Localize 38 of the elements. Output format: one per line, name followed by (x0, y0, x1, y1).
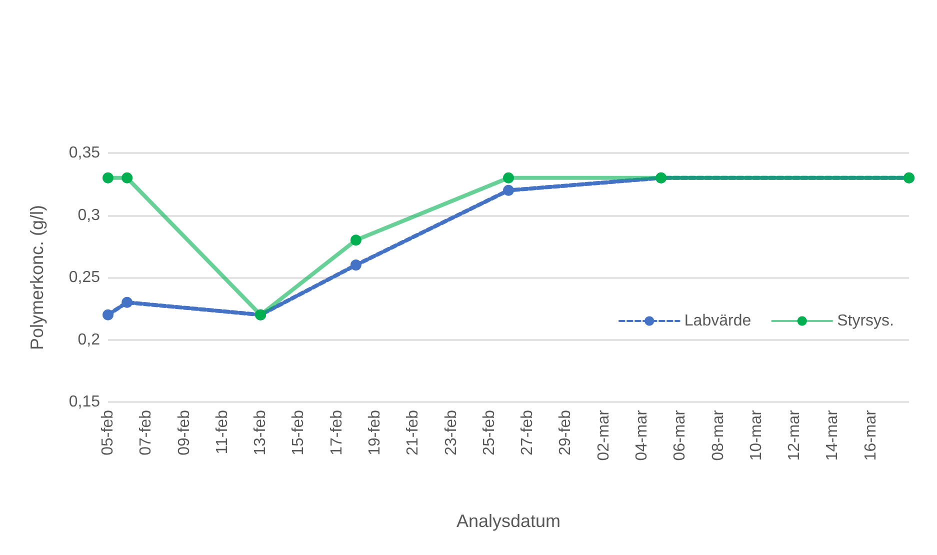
x-tick-label: 11-feb (214, 410, 231, 454)
x-tick-label: 27-feb (519, 410, 536, 456)
x-tick-label: 04-mar (634, 409, 650, 461)
x-tick-label: 25-feb (480, 410, 498, 456)
point (122, 296, 133, 308)
point (503, 184, 514, 196)
x-tick-label: 23-feb (442, 410, 460, 456)
y-tick-label: 0,15 (68, 394, 100, 410)
legend-label: Styrsys. (837, 312, 894, 330)
point (102, 172, 114, 184)
x-tick-label: 06-mar (672, 409, 689, 461)
x-tick-label: 12-mar (786, 409, 804, 461)
x-tick-label: 09-feb (176, 410, 193, 456)
x-tick-label: 29-feb (557, 410, 574, 456)
x-tick-label: 21-feb (404, 410, 422, 456)
x-tick-label: 16-mar (862, 409, 880, 461)
y-tick-label: 0,2 (78, 331, 100, 348)
x-tick-label: 14-mar (824, 409, 842, 461)
point (350, 260, 362, 271)
x-axis-title: Analysdatum (456, 511, 561, 531)
y-tick-label: 0,35 (68, 144, 100, 162)
y-tick-label: 0,3 (78, 206, 100, 224)
point (122, 172, 133, 184)
legend-label: Labvärde (684, 312, 752, 330)
x-tick-label: 02-mar (595, 409, 612, 461)
y-tick-label: 0,25 (68, 269, 100, 286)
x-tick-label: 19-feb (366, 410, 384, 456)
point (503, 172, 514, 184)
point (350, 234, 362, 246)
x-tick-label: 07-feb (138, 410, 155, 456)
x-tick-label: 10-mar (748, 409, 765, 461)
x-tick-label: 17-feb (328, 410, 346, 456)
point (102, 309, 114, 320)
x-tick-label: 15-feb (290, 410, 308, 456)
y-axis-title: Polymerkonc. (g/l) (27, 204, 47, 350)
x-tick-label: 13-feb (252, 410, 270, 456)
x-tick-label: 08-mar (710, 409, 727, 461)
x-tick-label: 05-feb (100, 410, 116, 456)
